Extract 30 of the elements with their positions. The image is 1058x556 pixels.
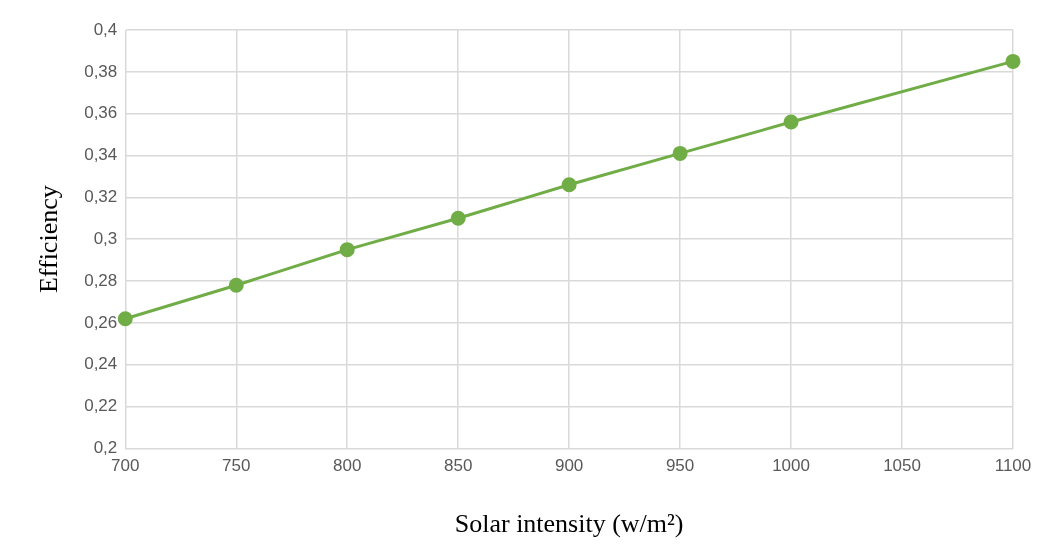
point bbox=[1005, 53, 1021, 69]
point bbox=[561, 177, 577, 193]
x-tick-label: 900 bbox=[554, 456, 584, 476]
x-tick-label: 750 bbox=[222, 456, 251, 476]
x-tick-label: 1050 bbox=[883, 456, 921, 476]
y-tick-label: 0,34 bbox=[84, 145, 118, 165]
point bbox=[672, 145, 688, 161]
y-tick-label: 0,38 bbox=[84, 61, 118, 81]
point bbox=[339, 242, 355, 258]
x-tick-label: 850 bbox=[443, 456, 473, 476]
x-tick-label: 700 bbox=[111, 456, 140, 476]
x-tick-label: 950 bbox=[665, 456, 695, 476]
y-tick-label: 0,22 bbox=[84, 396, 118, 416]
y-tick-label: 0,2 bbox=[93, 438, 118, 458]
y-tick-label: 0,32 bbox=[84, 187, 118, 207]
y-tick-label: 0,4 bbox=[93, 19, 118, 39]
y-axis-title: Efficiency bbox=[34, 185, 64, 294]
point bbox=[117, 311, 133, 327]
x-tick-label: 1100 bbox=[994, 456, 1032, 476]
y-tick-label: 0,3 bbox=[93, 228, 118, 248]
y-tick-label: 0,26 bbox=[84, 312, 118, 332]
point bbox=[783, 114, 799, 130]
point bbox=[450, 210, 466, 226]
x-tick-label: 1000 bbox=[772, 456, 810, 476]
y-tick-label: 0,28 bbox=[84, 270, 118, 290]
x-axis-title: Solar intensity (w/m²) bbox=[454, 509, 684, 539]
y-tick-label: 0,36 bbox=[84, 103, 118, 123]
y-tick-label: 0,24 bbox=[84, 354, 118, 374]
x-tick-label: 800 bbox=[333, 456, 362, 476]
point bbox=[228, 277, 244, 293]
